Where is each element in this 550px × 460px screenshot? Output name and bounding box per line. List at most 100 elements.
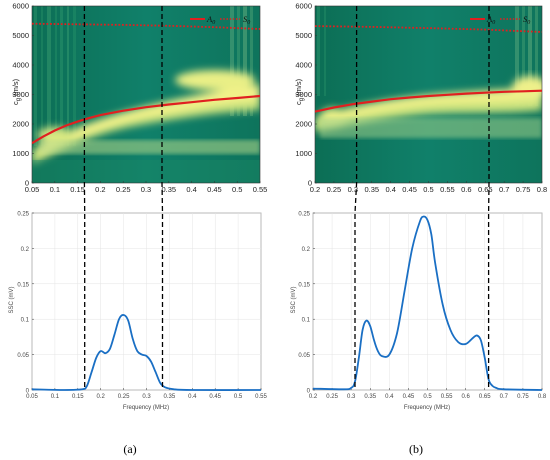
y-tick-label: 0.25 xyxy=(17,212,29,218)
x-tick-label: 0.4 xyxy=(186,185,196,194)
x-tick-label: 0.4 xyxy=(385,394,394,400)
y-tick-label: 0.05 xyxy=(298,353,310,359)
x-tick-label: 0.55 xyxy=(441,394,453,400)
y-tick-label: 5000 xyxy=(12,31,29,40)
ylabel-b-top: cg(m/s) xyxy=(294,78,305,105)
x-tick-label: 0.5 xyxy=(423,185,433,194)
x-tick-label: 0.6 xyxy=(461,185,471,194)
heatmap-b-speckle xyxy=(320,118,542,138)
ssc-series-line xyxy=(312,215,543,391)
x-tick-label: 0.45 xyxy=(207,185,222,194)
x-tick-label: 0.55 xyxy=(255,394,267,400)
x-tick-label: 0.75 xyxy=(517,394,529,400)
y-tick-label: 4000 xyxy=(295,61,312,70)
ylabel-a-bottom: SSC (mV) xyxy=(9,286,15,313)
y-tick-label: 4000 xyxy=(12,61,29,70)
x-tick-label: 0.1 xyxy=(50,185,60,194)
y-tick-label: 0.2 xyxy=(21,247,30,253)
y-tick-label: 0.05 xyxy=(17,353,29,359)
x-tick-label: 0.55 xyxy=(440,185,455,194)
x-tick-label: 0.2 xyxy=(95,185,105,194)
heatmap-a-speckle xyxy=(40,140,260,154)
x-tick-label: 0.2 xyxy=(309,394,318,400)
x-tick-label: 0.05 xyxy=(25,185,40,194)
y-tick-label: 3000 xyxy=(295,90,312,99)
x-tick-label: 0.15 xyxy=(70,185,85,194)
legend-b-S0-label: S0 xyxy=(523,14,530,26)
caption-b: (b) xyxy=(409,442,423,456)
legend-a-S0-label: S0 xyxy=(243,14,250,26)
y-tick-label: 0.1 xyxy=(21,318,30,324)
y-tick-label: 0.15 xyxy=(298,282,310,288)
x-tick-label: 0.3 xyxy=(347,394,356,400)
x-tick-label: 0.25 xyxy=(326,394,338,400)
heatmap-a-texture xyxy=(34,6,253,146)
x-tick-label: 0.75 xyxy=(516,185,531,194)
heatmap-b-texture xyxy=(317,6,538,106)
legend-a: A0 S0 xyxy=(190,14,250,26)
y-tick-label: 0 xyxy=(26,389,30,395)
y-tick-label: 0 xyxy=(307,389,311,395)
xlabel-a-bottom: Frequency (MHz) xyxy=(123,405,169,411)
x-tick-label: 0.45 xyxy=(209,394,221,400)
line-chart-a: 0.05 0.1 0.15 0.2 0.25 0.3 0.35 0.4 0.45 0.5 0.55 0… xyxy=(9,212,267,412)
heatmap-a-ridge xyxy=(32,70,260,165)
y-tick-label: 2000 xyxy=(295,120,312,129)
x-tick-label: 0.65 xyxy=(478,185,493,194)
x-tick-label: 0.3 xyxy=(348,185,358,194)
x-tick-label: 0.2 xyxy=(97,394,106,400)
x-tick-label: 0.1 xyxy=(51,394,60,400)
x-tick-label: 0.8 xyxy=(537,185,547,194)
curve-A0 xyxy=(315,89,542,113)
x-tick-label: 0.5 xyxy=(232,185,242,194)
x-tick-label: 0.45 xyxy=(403,394,415,400)
y-tick-label: 6000 xyxy=(295,2,312,11)
y-tick-label: 0.15 xyxy=(17,282,29,288)
cutoff-line xyxy=(161,6,164,390)
x-tick-label: 0.35 xyxy=(364,394,376,400)
legend-a-A0-label: A0 xyxy=(206,14,215,26)
x-tick-label: 0.2 xyxy=(310,185,320,194)
xlabel-b-bottom: Frequency (MHz) xyxy=(404,405,450,411)
x-tick-label: 0.45 xyxy=(402,185,417,194)
y-tick-label: 0.25 xyxy=(298,212,310,218)
x-tick-label: 0.25 xyxy=(116,185,131,194)
y-tick-label: 0.1 xyxy=(302,318,311,324)
y-tick-label: 1000 xyxy=(295,149,312,158)
x-tick-label: 0.8 xyxy=(538,394,547,400)
x-tick-label: 0.25 xyxy=(118,394,130,400)
x-tick-label: 0.5 xyxy=(234,394,243,400)
x-tick-label: 0.35 xyxy=(164,394,176,400)
x-tick-label: 0.6 xyxy=(461,394,470,400)
x-tick-label: 0.7 xyxy=(500,394,509,400)
ylabel-b-bottom: SSC (mV) xyxy=(291,286,297,313)
y-tick-label: 1000 xyxy=(12,149,29,158)
y-tick-label: 0 xyxy=(25,179,29,188)
ssc-series-line xyxy=(31,314,262,391)
x-tick-label: 0.35 xyxy=(161,185,176,194)
x-tick-label: 0.3 xyxy=(141,185,151,194)
x-tick-label: 0.4 xyxy=(385,185,395,194)
x-tick-label: 0.15 xyxy=(72,394,84,400)
ylabel-a-top: cg(m/s) xyxy=(11,78,22,105)
line-chart-b: 0.2 0.25 0.3 0.35 0.4 0.45 0.5 0.55 0.6 0.65 0.7 0.… xyxy=(291,212,547,412)
x-tick-label: 0.3 xyxy=(142,394,151,400)
y-tick-label: 2000 xyxy=(12,120,29,129)
x-tick-label: 0.55 xyxy=(253,185,268,194)
x-tick-label: 0.35 xyxy=(364,185,379,194)
y-tick-label: 0 xyxy=(308,179,312,188)
caption-a: (a) xyxy=(123,442,136,456)
y-tick-label: 6000 xyxy=(12,2,29,11)
x-tick-label: 0.65 xyxy=(479,394,491,400)
y-tick-label: 3000 xyxy=(12,90,29,99)
x-tick-label: 0.4 xyxy=(188,394,197,400)
heatmap-a: 0.05 0.1 0.15 0.2 0.25 0.3 0.35 0.4 0.45 0.5 0.55 0… xyxy=(11,2,267,195)
curve-A0 xyxy=(32,94,260,145)
cutoff-line xyxy=(354,6,358,390)
y-tick-label: 5000 xyxy=(295,31,312,40)
x-tick-label: 0.5 xyxy=(423,394,432,400)
x-tick-label: 0.7 xyxy=(499,185,509,194)
x-tick-label: 0.25 xyxy=(327,185,342,194)
x-tick-label: 0.05 xyxy=(26,394,38,400)
